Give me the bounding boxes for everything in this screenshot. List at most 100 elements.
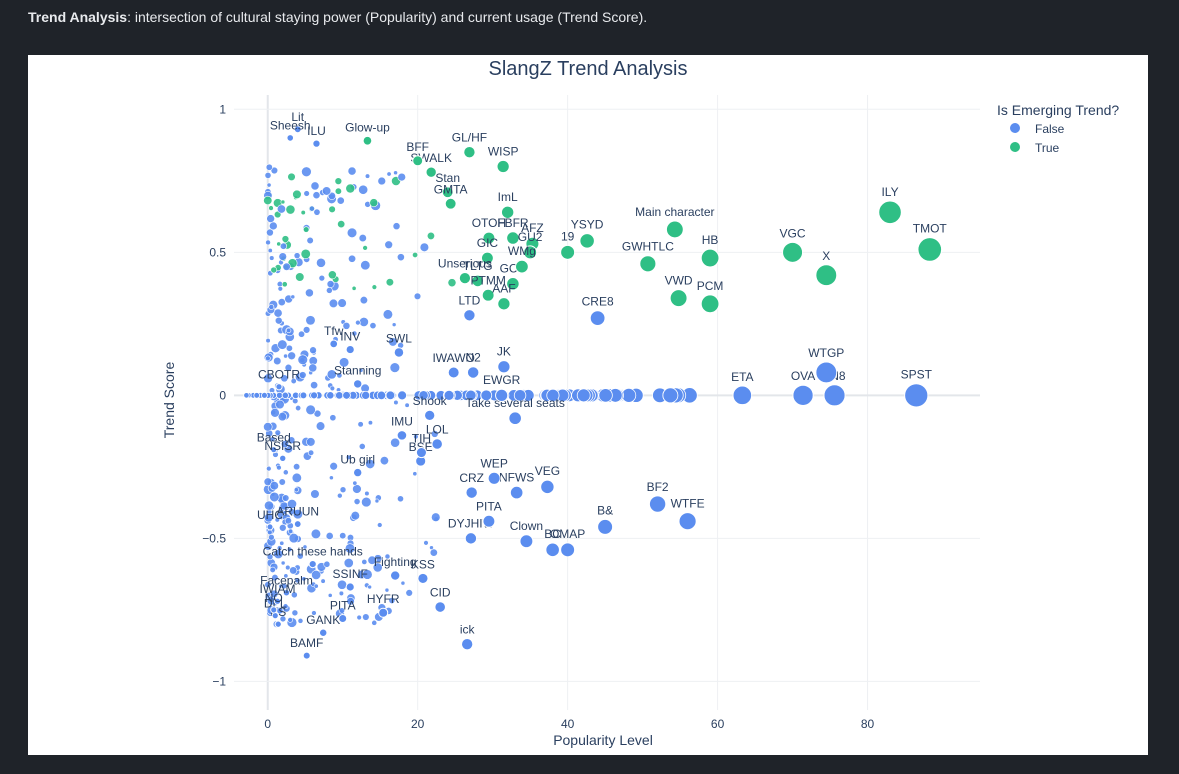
cloud-point: [287, 617, 293, 623]
cloud-point: [275, 399, 285, 410]
cloud-point: [283, 353, 288, 359]
cloud-point: [382, 309, 393, 320]
cloud-point: [355, 319, 361, 326]
cloud-point: [397, 172, 406, 182]
data-point: [293, 125, 302, 134]
cloud-point: [328, 205, 336, 214]
y-axis-title: Trend Score: [161, 362, 177, 439]
cloud-point: [313, 208, 321, 216]
cloud-point: [326, 287, 333, 294]
data-label: PTMM: [471, 273, 506, 287]
cloud-point: [384, 240, 393, 249]
caption-bold: Trend Analysis: [28, 9, 128, 25]
data-point: [458, 271, 472, 285]
cloud-point: [265, 239, 271, 246]
data-label: CID: [430, 586, 451, 600]
cloud-point: [291, 472, 302, 483]
data-label: Glow-up: [345, 120, 390, 134]
cloud-point: [372, 562, 383, 573]
data-label: Shook: [413, 394, 448, 408]
cloud-point: [327, 270, 337, 280]
cloud-point: [268, 533, 275, 541]
cloud-point: [263, 195, 273, 206]
data-point: [279, 454, 287, 462]
cloud-point: [339, 357, 350, 368]
data-point: [273, 597, 282, 605]
cloud-point: [287, 172, 296, 182]
cloud-point: [334, 187, 342, 195]
zero-line-point: [465, 389, 477, 402]
data-label: BAMF: [290, 636, 323, 650]
cloud-point: [295, 405, 302, 412]
data-label: OTOH: [472, 216, 506, 230]
data-label: ILY: [881, 185, 898, 199]
cloud-point: [282, 469, 289, 476]
cloud-point: [277, 286, 284, 292]
data-point: [678, 512, 697, 531]
cloud-point: [369, 322, 377, 330]
data-label: GANK: [306, 613, 340, 627]
cloud-point: [308, 205, 315, 212]
data-point: [282, 588, 291, 597]
cloud-point: [371, 284, 378, 290]
cloud-point: [311, 569, 322, 580]
data-label: KSS: [411, 557, 435, 571]
cloud-point: [346, 597, 355, 606]
cloud-point: [301, 166, 312, 178]
data-label: LTD: [459, 294, 481, 308]
cloud-point: [295, 272, 305, 282]
data-point: [482, 514, 496, 528]
cloud-point: [339, 486, 347, 494]
cloud-point: [267, 529, 273, 536]
data-label: HB: [702, 233, 719, 247]
cloud-point: [377, 522, 383, 528]
cloud-point: [263, 477, 273, 487]
cloud-point: [309, 346, 317, 355]
chart-panel: 0 20 40 60 80 −1 −0.5 0 0.5 1 SlangZ Trend Analysi…: [28, 55, 1148, 755]
cloud-point: [321, 186, 332, 196]
cloud-point: [352, 480, 358, 486]
data-point: [815, 361, 838, 384]
data-point: [312, 139, 321, 148]
data-point: [497, 297, 511, 311]
cloud-point: [311, 610, 317, 616]
cloud-point: [288, 528, 294, 534]
cloud-point: [338, 607, 346, 614]
cloud-point: [296, 552, 304, 560]
data-label: WISP: [488, 144, 519, 158]
data-label: INV: [340, 329, 360, 343]
cloud-point: [419, 242, 430, 252]
zero-line-point: [376, 390, 387, 401]
data-label: BC: [544, 527, 561, 541]
cloud-point: [268, 304, 275, 310]
data-label: CBOTR: [258, 368, 300, 382]
data-label: YSYD: [571, 218, 604, 232]
data-point: [353, 467, 363, 478]
cloud-point: [266, 228, 274, 237]
data-label: OVA: [791, 369, 815, 383]
cloud-point: [298, 371, 307, 379]
data-label: B&: [597, 503, 613, 517]
cloud-point: [429, 548, 438, 557]
cloud-point: [264, 500, 274, 511]
data-point: [917, 237, 943, 262]
cloud-point: [371, 619, 378, 626]
data-label: Main character: [635, 205, 714, 219]
cloud-point: [447, 278, 457, 288]
data-label: 19: [561, 229, 575, 243]
data-point: [482, 231, 496, 245]
cloud-point: [342, 321, 351, 330]
cloud-point: [269, 255, 275, 261]
cloud-point: [384, 587, 390, 593]
cloud-point: [323, 560, 331, 568]
cloud-point: [318, 274, 326, 282]
cloud-point: [279, 242, 288, 250]
cloud-point: [280, 440, 289, 449]
data-label: Fighting: [374, 555, 417, 569]
data-point: [515, 259, 529, 274]
data-label: PITA: [476, 499, 502, 513]
cloud-point: [290, 294, 296, 300]
caption-text: : intersection of cultural staying power…: [127, 9, 648, 25]
cloud-point: [367, 555, 377, 565]
data-point: [782, 241, 804, 263]
